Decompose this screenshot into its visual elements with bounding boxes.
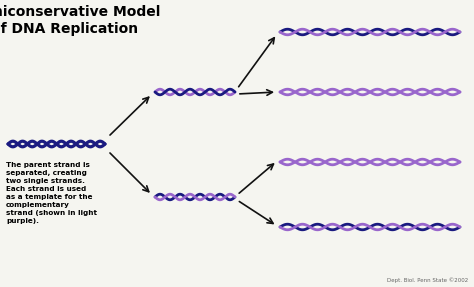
Text: Semiconservative Model
of DNA Replication: Semiconservative Model of DNA Replicatio… bbox=[0, 5, 161, 36]
Text: Dept. Biol. Penn State ©2002: Dept. Biol. Penn State ©2002 bbox=[387, 277, 468, 283]
Text: The parent strand is
separated, creating
two single strands.
Each strand is used: The parent strand is separated, creating… bbox=[6, 162, 97, 224]
